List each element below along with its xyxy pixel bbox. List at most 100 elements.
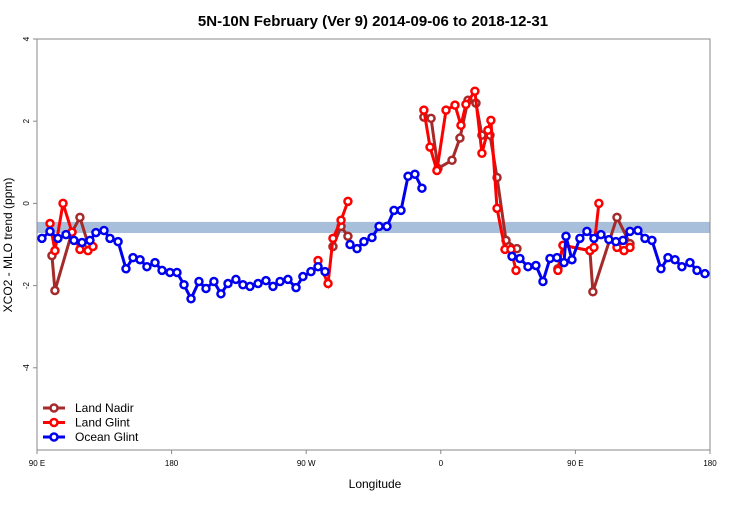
data-point <box>53 233 63 244</box>
data-point <box>656 263 666 274</box>
series-line <box>48 87 631 290</box>
data-point <box>245 281 255 292</box>
data-point <box>105 233 115 244</box>
data-point <box>561 231 571 242</box>
data-point <box>575 233 585 244</box>
data-point <box>486 115 496 126</box>
data-point <box>313 261 323 272</box>
legend-label: Ocean Glint <box>75 430 139 444</box>
data-point <box>121 263 131 274</box>
data-point <box>231 274 241 285</box>
data-point <box>594 198 604 209</box>
data-point <box>625 226 635 237</box>
data-point <box>552 252 562 263</box>
data-point <box>91 227 101 238</box>
data-point <box>359 236 369 247</box>
data-point <box>85 235 95 246</box>
data-point <box>382 221 392 232</box>
data-point <box>275 276 285 287</box>
data-point <box>186 294 196 304</box>
data-point <box>50 285 60 296</box>
data-point <box>172 267 182 278</box>
data-point <box>113 236 123 247</box>
data-point <box>150 257 160 268</box>
data-point <box>75 212 85 223</box>
data-point <box>216 289 226 299</box>
data-point <box>559 257 569 268</box>
x-axis-label: Longitude <box>349 477 402 491</box>
data-point <box>618 235 628 246</box>
data-point <box>69 235 79 246</box>
data-point <box>323 278 333 289</box>
reference-band <box>37 221 710 233</box>
legend-label: Land Glint <box>75 416 130 430</box>
x-tick-label: 90 W <box>297 459 316 468</box>
data-point <box>426 113 436 124</box>
data-point <box>582 226 592 237</box>
data-point <box>419 105 429 115</box>
data-point <box>179 280 189 290</box>
legend-label: Land Nadir <box>75 401 134 415</box>
legend-marker <box>49 432 59 442</box>
data-point <box>37 233 47 244</box>
data-point <box>261 275 271 286</box>
data-point <box>45 218 55 229</box>
data-point <box>477 148 487 159</box>
data-point <box>396 205 406 216</box>
y-tick-label: 0 <box>22 201 31 206</box>
data-point <box>511 265 521 276</box>
data-point <box>345 239 355 250</box>
data-point <box>50 245 60 256</box>
data-point <box>223 278 233 289</box>
x-tick-label: 180 <box>165 459 179 468</box>
data-point <box>447 155 457 165</box>
x-tick-label: 90 E <box>567 459 583 468</box>
data-point <box>456 120 466 131</box>
data-point <box>507 251 517 262</box>
data-point <box>588 287 598 297</box>
data-point <box>461 99 471 110</box>
data-point <box>670 254 680 265</box>
data-point <box>58 198 68 209</box>
data-point <box>268 281 278 292</box>
data-point <box>633 225 643 236</box>
data-point <box>492 203 502 214</box>
data-point <box>320 266 330 277</box>
data-point <box>209 276 219 287</box>
x-tick-label: 180 <box>703 459 717 468</box>
data-point <box>99 225 109 236</box>
data-point <box>677 261 687 272</box>
data-point <box>201 283 211 294</box>
data-point <box>374 221 384 232</box>
data-point <box>135 254 145 265</box>
data-point <box>450 100 460 110</box>
y-axis-label: XCO2 - MLO trend (ppm) <box>1 178 15 313</box>
data-point <box>77 237 87 248</box>
data-point <box>253 278 263 289</box>
data-point <box>515 253 525 264</box>
plot-frame <box>36 38 711 451</box>
data-point <box>589 242 599 253</box>
data-point <box>432 165 442 176</box>
data-point <box>336 215 346 226</box>
data-point <box>343 196 353 207</box>
data-point <box>298 271 308 282</box>
data-point <box>483 125 493 135</box>
data-point <box>194 276 204 287</box>
data-point <box>692 265 702 276</box>
data-point <box>142 261 152 272</box>
data-point <box>612 212 622 223</box>
y-tick-label: 2 <box>22 118 31 123</box>
legend-marker <box>49 417 59 428</box>
data-point <box>470 86 480 96</box>
chart-title: 5N-10N February (Ver 9) 2014-09-06 to 20… <box>198 13 548 30</box>
data-point <box>352 243 362 254</box>
y-tick-label: 4 <box>22 36 31 41</box>
data-point <box>410 169 420 179</box>
data-point <box>589 233 599 244</box>
data-point <box>417 183 427 193</box>
data-point <box>625 242 635 253</box>
data-point <box>700 268 710 279</box>
data-point <box>567 254 577 265</box>
